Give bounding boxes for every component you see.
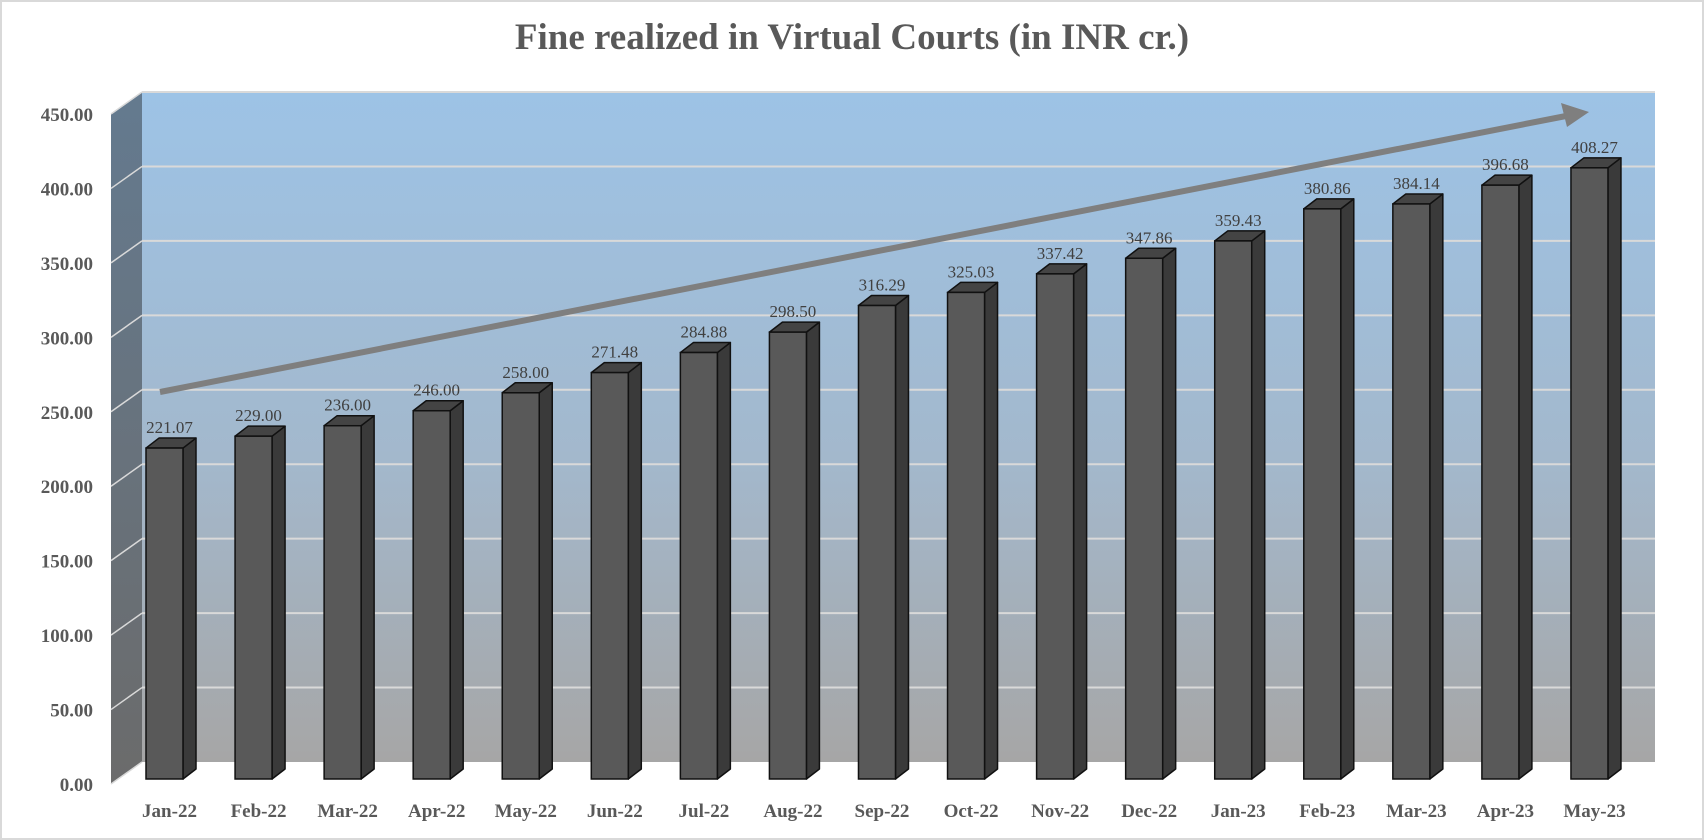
- data-label: 337.42: [1037, 244, 1084, 263]
- y-tick-label: 350.00: [41, 254, 93, 275]
- bar: 380.86: [1303, 179, 1355, 780]
- bar: 384.14: [1392, 174, 1444, 780]
- y-tick-label: 100.00: [41, 626, 93, 647]
- data-label: 384.14: [1393, 174, 1440, 193]
- data-label: 325.03: [948, 262, 995, 281]
- bar: 347.86: [1124, 228, 1177, 780]
- bar-series: 221.07 229.00 236.00 246.00 258.00 271.48 284.…: [145, 138, 1622, 780]
- x-tick-label: Jan-23: [1211, 801, 1266, 822]
- x-tick-label: Feb-23: [1299, 801, 1355, 822]
- trend-arrow-icon: [159, 103, 1589, 395]
- side-wall: [111, 92, 142, 784]
- x-axis: Jan-22 Feb-22 Mar-22 Apr-22 May-22 Jun-22 Jul-…: [142, 801, 1626, 822]
- bar: 325.03: [946, 262, 999, 780]
- y-tick-label: 400.00: [41, 179, 93, 200]
- x-tick-label: Sep-22: [855, 801, 910, 822]
- y-tick-label: 200.00: [41, 477, 93, 498]
- bar: 258.00: [501, 363, 553, 780]
- x-tick-label: Feb-22: [231, 801, 287, 822]
- data-label: 347.86: [1126, 228, 1173, 247]
- x-tick-label: Jan-22: [142, 801, 197, 822]
- bar: 221.07: [145, 418, 197, 780]
- x-tick-label: Dec-22: [1121, 801, 1177, 822]
- y-tick-label: 150.00: [41, 552, 93, 573]
- data-label: 229.00: [235, 406, 282, 425]
- data-label: 359.43: [1215, 211, 1262, 230]
- y-tick-label: 50.00: [50, 701, 93, 722]
- x-tick-label: Aug-22: [763, 801, 822, 822]
- bar: 337.42: [1035, 244, 1088, 780]
- bar: 236.00: [323, 396, 375, 780]
- data-label: 380.86: [1304, 179, 1351, 198]
- data-label: 258.00: [502, 363, 549, 382]
- x-tick-label: Oct-22: [944, 801, 999, 822]
- data-label: 316.29: [859, 276, 906, 295]
- data-label: 408.27: [1571, 138, 1618, 157]
- bar: 229.00: [234, 406, 286, 780]
- bar: 396.68: [1481, 155, 1533, 780]
- y-tick-label: 300.00: [41, 328, 93, 349]
- data-label: 221.07: [146, 418, 193, 437]
- data-label: 246.00: [413, 381, 460, 400]
- x-tick-label: May-23: [1563, 801, 1625, 822]
- x-tick-label: Apr-23: [1477, 801, 1534, 822]
- bar: 408.27: [1570, 138, 1622, 780]
- bar: 246.00: [412, 381, 464, 780]
- data-label: 271.48: [591, 343, 638, 362]
- x-tick-label: Apr-22: [408, 801, 465, 822]
- bar: 271.48: [590, 343, 643, 780]
- x-tick-label: Mar-22: [317, 801, 378, 822]
- bar: 316.29: [857, 276, 910, 780]
- x-tick-label: Jul-22: [679, 801, 730, 822]
- data-label: 284.88: [680, 323, 727, 342]
- x-tick-label: May-22: [495, 801, 557, 822]
- x-tick-label: Mar-23: [1386, 801, 1447, 822]
- x-tick-label: Nov-22: [1031, 801, 1089, 822]
- y-axis: 0.00 50.00 100.00 150.00 200.00 250.00 300.00 3…: [41, 105, 93, 796]
- data-label: 236.00: [324, 396, 371, 415]
- y-tick-label: 450.00: [41, 105, 93, 126]
- x-tick-label: Jun-22: [587, 801, 643, 822]
- bar: 298.50: [768, 302, 821, 780]
- y-tick-label: 250.00: [41, 403, 93, 424]
- y-tick-label: 0.00: [60, 775, 93, 796]
- chart-title: Fine realized in Virtual Courts (in INR …: [514, 17, 1190, 58]
- data-label: 298.50: [770, 302, 817, 321]
- bar: 284.88: [679, 323, 732, 780]
- bar: 359.43: [1213, 211, 1266, 780]
- data-label: 396.68: [1482, 155, 1529, 174]
